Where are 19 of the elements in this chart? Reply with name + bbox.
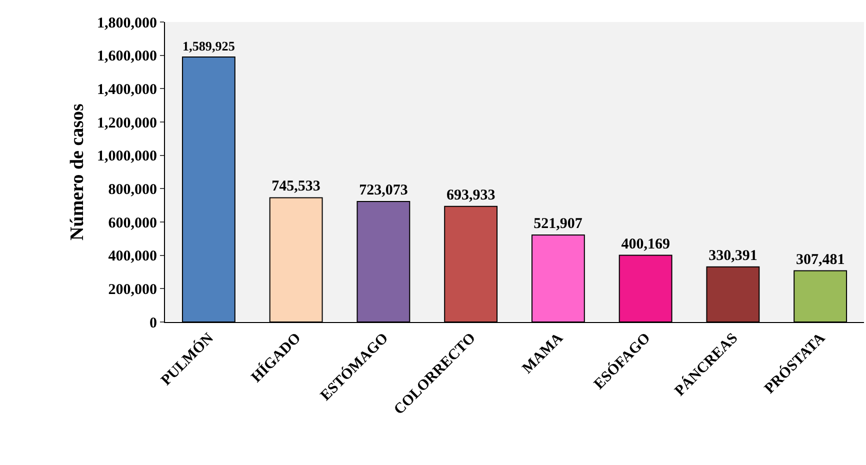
data-label: 400,169 <box>621 236 670 252</box>
y-tick-label: 800,000 <box>108 182 157 198</box>
data-label: 521,907 <box>534 216 583 232</box>
y-axis-title: Número de casos <box>66 104 88 240</box>
y-tick-label: 0 <box>150 315 157 332</box>
y-tick-label: 200,000 <box>108 282 157 298</box>
y-tick-label: 1,000,000 <box>97 148 157 165</box>
data-label: 693,933 <box>446 187 496 204</box>
data-label: 723,073 <box>359 182 408 198</box>
y-tick-label: 1,600,000 <box>97 48 157 65</box>
y-tick-label: 400,000 <box>108 248 157 265</box>
y-tick-label: 1,200,000 <box>97 115 157 132</box>
y-tick-label: 1,400,000 <box>97 82 157 98</box>
y-tick-label: 600,000 <box>108 215 157 232</box>
data-label: 1,589,925 <box>182 38 236 54</box>
data-label: 330,391 <box>708 248 758 264</box>
y-tick-label: 1,800,000 <box>97 15 157 32</box>
data-label: 307,481 <box>796 252 845 268</box>
data-label: 745,533 <box>272 178 320 195</box>
